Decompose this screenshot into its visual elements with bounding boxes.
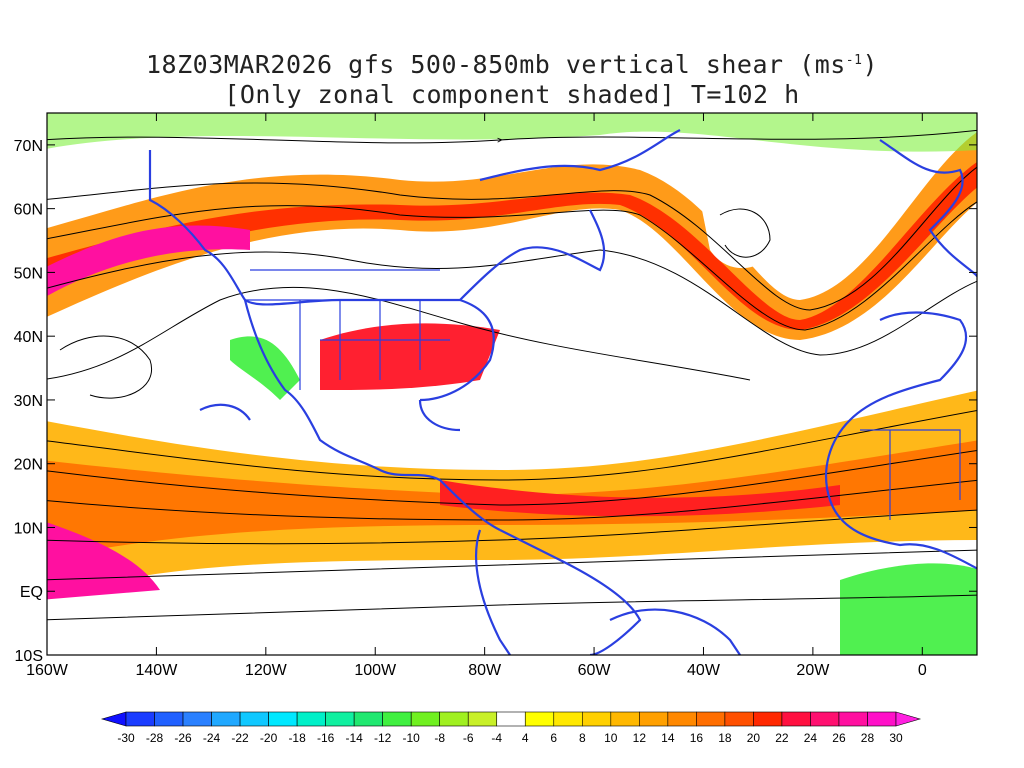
colorbar-label: -4: [491, 731, 502, 745]
colorbar-swatch: [353, 711, 383, 727]
colorbar-swatch: [610, 711, 640, 727]
colorbar-swatch: [724, 711, 754, 727]
x-tick-label: 100W: [354, 662, 397, 679]
colorbar-label: 10: [604, 731, 618, 745]
y-tick-label: 10N: [14, 520, 43, 537]
colorbar-swatch: [182, 711, 212, 727]
colorbar-label: -18: [288, 731, 306, 745]
colorbar-label: 28: [861, 731, 875, 745]
colorbar-swatch: [325, 711, 355, 727]
colorbar-swatch: [895, 711, 922, 727]
colorbar-swatch: [553, 711, 583, 727]
colorbar-label: 30: [889, 731, 903, 745]
colorbar-swatch: [838, 711, 868, 727]
colorbar-label: -26: [174, 731, 192, 745]
y-tick-label: 50N: [14, 265, 43, 282]
x-tick-label: 80W: [468, 662, 502, 679]
x-tick-label: 60W: [578, 662, 612, 679]
colorbar-label: -30: [117, 731, 135, 745]
y-tick-label: 30N: [14, 393, 43, 410]
colorbar-swatch: [867, 711, 897, 727]
y-tick-label: EQ: [20, 584, 43, 601]
title-line-1: 18Z03MAR2026 gfs 500-850mb vertical shea…: [145, 50, 879, 79]
x-tick-label: 120W: [245, 662, 288, 679]
colorbar-swatch: [268, 711, 298, 727]
colorbar: -30 -28 -26 -24 -22 -20 -18 -16 -14 -12 -10 -8 -6 -4 4…: [100, 711, 922, 745]
colorbar-label: -20: [260, 731, 278, 745]
colorbar-swatch: [239, 711, 269, 727]
colorbar-swatch: [524, 711, 555, 727]
colorbar-swatch: [382, 711, 412, 727]
colorbar-swatch: [467, 711, 498, 727]
map-title: 18Z03MAR2026 gfs 500-850mb vertical shea…: [0, 46, 1024, 110]
colorbar-label: 8: [579, 731, 586, 745]
political-borders: [245, 269, 961, 520]
streamlines: [47, 129, 977, 621]
colorbar-swatch: [781, 711, 811, 727]
y-tick-label: 40N: [14, 329, 43, 346]
colorbar-swatch: [296, 711, 326, 727]
x-tick-label: 140W: [136, 662, 179, 679]
colorbar-label: -12: [374, 731, 392, 745]
y-tick-label: 60N: [14, 202, 43, 219]
colorbar-label: 14: [661, 731, 675, 745]
colorbar-label: -16: [317, 731, 335, 745]
colorbar-swatch: [211, 711, 241, 727]
colorbar-swatch: [439, 711, 469, 727]
colorbar-label: -14: [345, 731, 363, 745]
y-axis: 70N 60N 50N 40N 30N 20N 10N EQ 10S: [14, 138, 977, 665]
colorbar-swatch: [496, 711, 526, 727]
colorbar-label: -24: [203, 731, 221, 745]
colorbar-label: 18: [718, 731, 732, 745]
colorbar-swatch: [581, 711, 612, 727]
x-axis: 160W 140W 120W 100W 80W 60W 40W 20W 0: [26, 113, 927, 679]
colorbar-swatch: [639, 711, 669, 727]
colorbar-label: 24: [804, 731, 818, 745]
colorbar-label: 22: [775, 731, 789, 745]
colorbar-swatch: [696, 711, 726, 727]
colorbar-label: 26: [832, 731, 846, 745]
colorbar-swatch: [410, 711, 441, 727]
colorbar-label: 6: [550, 731, 557, 745]
x-tick-label: 40W: [687, 662, 721, 679]
colorbar-swatch: [753, 711, 783, 727]
colorbar-swatch: [100, 711, 127, 727]
x-tick-label: 0: [918, 662, 927, 679]
colorbar-label: 4: [522, 731, 529, 745]
map-area: [47, 113, 977, 655]
x-tick-label: 160W: [26, 662, 69, 679]
colorbar-label: -28: [146, 731, 164, 745]
colorbar-swatch: [125, 711, 155, 727]
colorbar-label: 12: [633, 731, 647, 745]
colorbar-swatch: [154, 711, 184, 727]
colorbar-label: -22: [231, 731, 249, 745]
colorbar-swatch: [810, 711, 840, 727]
colorbar-swatch: [667, 711, 697, 727]
colorbar-label: -6: [463, 731, 474, 745]
coastlines: [148, 129, 977, 655]
colorbar-label: -8: [434, 731, 445, 745]
title-line-2: [Only zonal component shaded] T=102 h: [224, 80, 800, 109]
y-tick-label: 20N: [14, 457, 43, 474]
y-tick-label: 10S: [15, 648, 43, 665]
x-tick-label: 20W: [796, 662, 830, 679]
colorbar-label: 16: [690, 731, 704, 745]
y-tick-label: 70N: [14, 138, 43, 155]
colorbar-label: -10: [403, 731, 421, 745]
colorbar-label: 20: [747, 731, 761, 745]
map-frame: [46, 112, 978, 656]
